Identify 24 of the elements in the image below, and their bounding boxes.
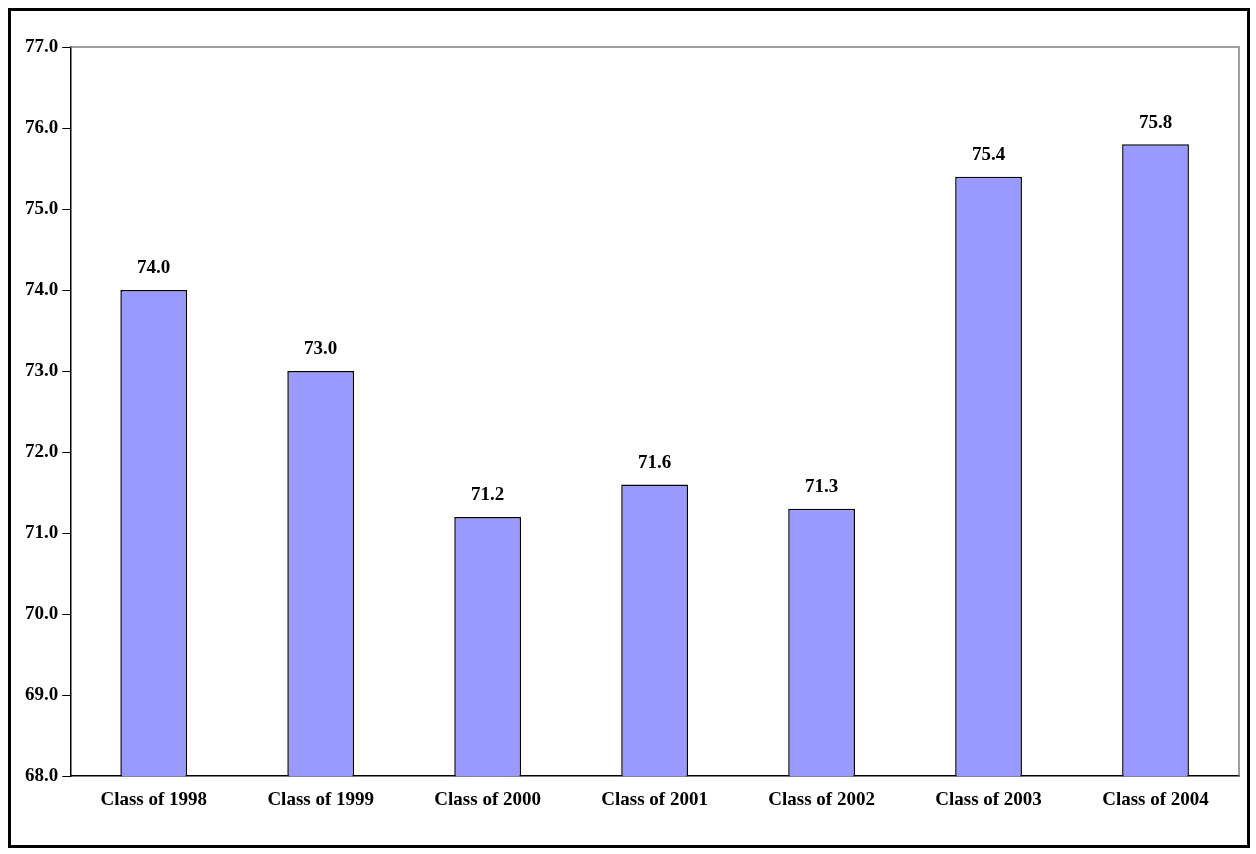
- data-label: 71.3: [804, 475, 839, 497]
- x-tick-label: Class of 2002: [768, 787, 875, 809]
- y-tick-label: 72.0: [25, 440, 59, 462]
- y-tick-label: 74.0: [25, 277, 59, 299]
- data-label: 75.8: [1138, 110, 1173, 132]
- x-tick-label: Class of 1999: [267, 787, 375, 809]
- x-tick-label: Class of 2004: [1102, 787, 1210, 809]
- y-tick-label: 69.0: [25, 683, 59, 705]
- x-tick-label: Class of 2001: [601, 787, 708, 809]
- x-tick-label: Class of 2003: [935, 787, 1042, 809]
- data-label: 71.6: [638, 450, 672, 472]
- data-label: 73.0: [304, 337, 338, 359]
- y-tick-label: 70.0: [25, 602, 59, 624]
- y-tick-label: 71.0: [25, 521, 59, 543]
- y-tick-label: 73.0: [25, 359, 59, 380]
- y-tick-label: 76.0: [25, 115, 59, 137]
- data-label: 75.4: [971, 143, 1006, 165]
- data-label: 71.2: [471, 483, 505, 505]
- x-tick-label: Class of 2000: [434, 787, 541, 809]
- y-tick-label: 75.0: [25, 196, 59, 218]
- x-tick-label: Class of 1998: [100, 787, 208, 809]
- y-tick-label: 68.0: [25, 764, 59, 786]
- data-label: 74.0: [137, 256, 171, 278]
- y-tick-label: 77.0: [25, 34, 59, 56]
